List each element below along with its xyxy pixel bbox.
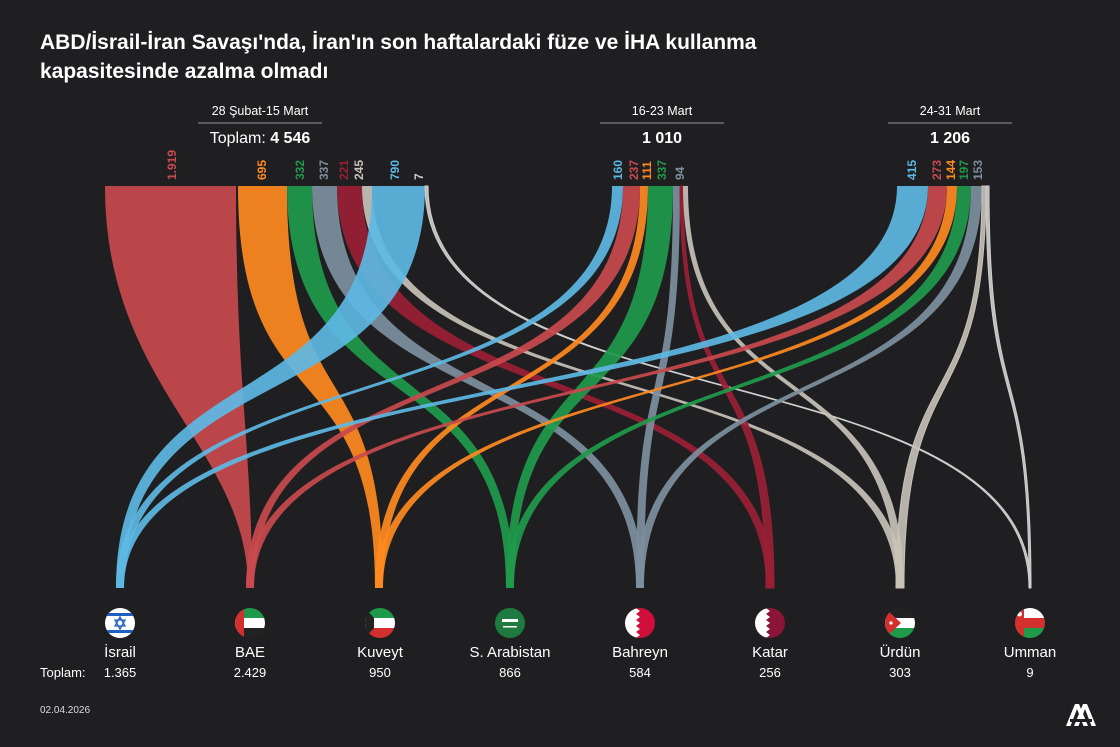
value-p1-bahrain: 337	[317, 160, 331, 180]
period-total-3: 1 206	[930, 130, 970, 147]
period-label-2: 16-23 Mart	[632, 104, 693, 118]
value-p1-saudi: 332	[293, 160, 307, 180]
period-label-1: 28 Şubat-15 Mart	[212, 104, 309, 118]
publish-date: 02.04.2026	[40, 705, 91, 716]
value-p2-uae: 237	[627, 160, 641, 180]
value-p2-israel: 160	[611, 160, 625, 180]
value-p3-uae: 273	[930, 160, 944, 180]
jordan-flag-icon	[885, 608, 915, 638]
value-p1-oman: 7	[412, 173, 426, 180]
flow-p3-uae	[246, 186, 947, 588]
period-total-1: Toplam: 4 546	[210, 130, 311, 147]
flow-p2-israel	[116, 186, 623, 588]
destination-total-jordan: 303	[889, 665, 911, 680]
value-p3-kuwait: 144	[944, 160, 958, 180]
destination-name-israel: İsrail	[104, 643, 136, 661]
saudi-flag-icon	[495, 608, 525, 638]
flow-p2-jordan	[683, 186, 904, 588]
totals-label: Toplam:	[40, 665, 86, 680]
flow-p1-israel	[116, 186, 425, 588]
flow-p3-bahrain	[636, 186, 982, 588]
value-p1-qatar: 221	[337, 160, 351, 180]
flow-p1-uae	[105, 186, 252, 588]
value-p2-kuwait: 111	[640, 161, 654, 180]
destination-layer: Toplam: İsrail 1.365 BAE 2.429 Kuveyt 950 S. Ar…	[40, 608, 1056, 680]
destination-total-bahrain: 584	[629, 665, 651, 680]
value-p2-bahrain: 94	[673, 166, 687, 180]
bahrain-flag-icon	[625, 608, 655, 638]
value-p3-israel: 415	[905, 160, 919, 180]
destination-israel: İsrail 1.365	[104, 608, 137, 680]
destination-qatar: Katar 256	[752, 608, 788, 680]
value-p1-israel: 790	[388, 160, 402, 180]
period-total-2: 1 010	[642, 130, 682, 147]
flow-p2-uae	[246, 186, 640, 588]
value-p2-saudi: 337	[655, 160, 669, 180]
destination-name-jordan: Ürdün	[880, 643, 921, 661]
destination-total-qatar: 256	[759, 665, 781, 680]
value-p1-jordan: 245	[352, 160, 366, 180]
destination-jordan: Ürdün 303	[880, 608, 921, 680]
destination-name-uae: BAE	[235, 644, 265, 661]
kuwait-flag-icon	[365, 608, 395, 638]
flow-p3-jordan	[895, 185, 987, 589]
destination-total-kuwait: 950	[369, 665, 391, 680]
destination-total-oman: 9	[1026, 665, 1033, 680]
oman-flag-icon	[1015, 608, 1045, 638]
destination-total-uae: 2.429	[234, 665, 267, 680]
value-p3-saudi: 197	[957, 160, 971, 180]
flow-p3-kuwait	[375, 186, 957, 588]
value-p1-kuwait: 695	[255, 160, 269, 180]
period-label-3: 24-31 Mart	[920, 104, 981, 118]
destination-bahrain: Bahreyn 584	[612, 608, 668, 680]
flow-p3-oman	[985, 185, 1032, 589]
period-headers: 28 Şubat-15 Mart Toplam: 4 546 16-23 Mart 1…	[198, 104, 1012, 147]
flow-p3-israel	[116, 186, 928, 588]
destination-kuwait: Kuveyt 950	[357, 608, 404, 680]
flow-p1-jordan	[362, 186, 904, 588]
aa-logo	[1066, 704, 1096, 726]
uae-flag-icon	[235, 608, 265, 638]
flow-p1-bahrain	[312, 186, 644, 588]
chart-title: ABD/İsrail-İran Savaşı'nda, İran'ın son …	[40, 31, 757, 83]
destination-name-oman: Umman	[1004, 644, 1057, 661]
destination-name-kuwait: Kuveyt	[357, 644, 404, 661]
flow-p1-qatar	[337, 186, 774, 588]
flow-p1-saudi	[287, 186, 514, 588]
flow-p3-saudi	[506, 186, 971, 588]
flow-p2-bahrain	[636, 186, 680, 588]
flow-p1-kuwait	[238, 186, 383, 588]
destination-saudi: S. Arabistan 866	[470, 608, 551, 680]
qatar-flag-icon	[755, 608, 785, 638]
flow-value-labels: 1.919 695 332 337 221 245 790 7 160 237 111 337 94 41…	[165, 150, 985, 180]
destination-name-saudi: S. Arabistan	[470, 644, 551, 661]
flow-layer	[105, 185, 1032, 589]
value-p1-uae: 1.919	[165, 150, 179, 180]
value-p3-bahrain: 153	[971, 160, 985, 180]
destination-name-bahrain: Bahreyn	[612, 644, 668, 661]
destination-name-qatar: Katar	[752, 644, 788, 661]
destination-total-israel: 1.365	[104, 665, 137, 680]
destination-uae: BAE 2.429	[234, 608, 267, 680]
destination-total-saudi: 866	[499, 665, 521, 680]
destination-oman: Umman 9	[1004, 608, 1057, 680]
israel-flag-icon	[105, 608, 135, 638]
